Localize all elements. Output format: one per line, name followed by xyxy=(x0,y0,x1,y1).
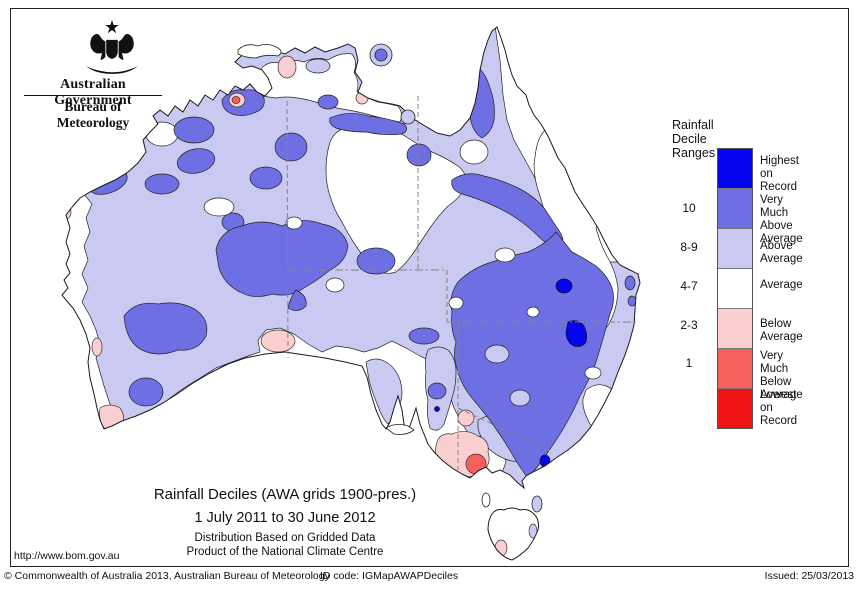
legend-label-highest: Highest on Record xyxy=(760,155,799,193)
id-code-text: ID code: IGMapAWAPDeciles xyxy=(320,570,459,582)
legend-label-below: Below Average xyxy=(760,318,803,343)
issued-date: Issued: 25/03/2013 xyxy=(764,570,854,582)
header-divider xyxy=(24,95,162,96)
legend-range-4-7: 4-7 xyxy=(680,279,698,293)
very-much-above-average-regions xyxy=(88,65,637,479)
legend-title: Rainfall Decile Ranges xyxy=(672,118,716,160)
legend-label-average: Average xyxy=(760,279,803,291)
swatch-decile-2-3 xyxy=(718,308,752,348)
swatch-decile-8-9 xyxy=(718,228,752,268)
legend-swatch-column xyxy=(717,148,753,429)
legend-label-very-much-above: Very Much Above Average xyxy=(760,194,803,245)
swatch-decile-10 xyxy=(718,188,752,228)
bureau-title: Bureau of Meteorology xyxy=(56,99,130,130)
swatch-highest-on-record xyxy=(718,149,752,188)
legend-label-above: Above Average xyxy=(760,240,803,265)
caption-period: 1 July 2011 to 30 June 2012 xyxy=(194,510,376,526)
legend-label-very-much-below: Very Much Below Average xyxy=(760,350,803,401)
caption-method: Distribution Based on Gridded Data xyxy=(194,532,376,544)
legend-range-1: 1 xyxy=(685,356,693,370)
swatch-decile-4-7 xyxy=(718,268,752,308)
legend-range-2-3: 2-3 xyxy=(680,318,698,332)
offshore-islands xyxy=(237,43,543,513)
caption-product: Product of the National Climate Centre xyxy=(186,546,384,558)
decile-holes xyxy=(203,197,602,407)
swatch-lowest-on-record xyxy=(718,388,752,428)
swatch-decile-1 xyxy=(718,348,752,388)
coat-of-arms-icon xyxy=(86,20,138,74)
tasmania-coastline xyxy=(487,507,539,561)
caption-title: Rainfall Deciles (AWA grids 1900-pres.) xyxy=(153,486,417,503)
copyright-text: © Commonwealth of Australia 2013, Austra… xyxy=(4,570,330,582)
legend-range-8-9: 8-9 xyxy=(680,240,698,254)
legend-range-10: 10 xyxy=(682,201,696,215)
bom-url: http://www.bom.gov.au xyxy=(14,550,120,562)
map-caption: Rainfall Deciles (AWA grids 1900-pres.) … xyxy=(120,486,450,558)
state-borders xyxy=(286,96,637,470)
government-title: Australian Government xyxy=(54,77,132,108)
legend-label-lowest: Lowest on Record xyxy=(760,389,798,427)
highest-on-record-regions xyxy=(434,278,588,468)
